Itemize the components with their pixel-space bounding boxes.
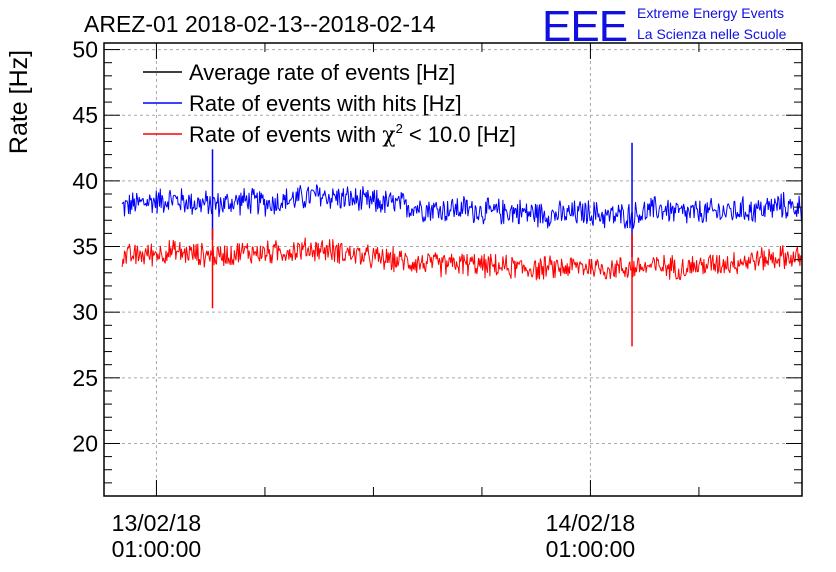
eee-logo-line1: Extreme Energy Events — [637, 5, 784, 21]
legend-label-chi2-tail: < 10.0 [Hz] — [409, 122, 516, 147]
eee-logo: EEE Extreme Energy Events La Scienza nel… — [542, 2, 787, 51]
legend-label-chi2-text: Rate of events with — [189, 122, 376, 147]
y-tick-label: 40 — [72, 168, 98, 194]
legend: Average rate of events [Hz] Rate of even… — [143, 60, 516, 148]
legend-label-chi2-symbol: χ — [382, 123, 395, 148]
legend-label-chi2: Rate of events with χ2 < 10.0 [Hz] — [189, 121, 516, 148]
series-line-1 — [121, 184, 802, 229]
y-tick-label: 20 — [72, 430, 98, 456]
y-tick-label: 30 — [72, 299, 98, 325]
y-tick-label: 35 — [72, 234, 98, 260]
series-layer — [121, 142, 802, 347]
x-tick-label-time: 01:00:00 — [112, 536, 202, 562]
y-axis-label: Rate [Hz] — [5, 50, 33, 154]
plot-frame — [103, 42, 803, 497]
y-tick-labels: 20 25 30 35 40 45 50 — [72, 37, 98, 457]
eee-logo-line2: La Scienza nelle Scuole — [637, 26, 787, 42]
legend-label-hits: Rate of events with hits [Hz] — [189, 91, 462, 116]
chart-title: AREZ-01 2018-02-13--2018-02-14 — [84, 11, 436, 37]
y-tick-label: 50 — [72, 37, 98, 63]
legend-label-chi2-exponent: 2 — [396, 121, 403, 136]
grid-lines — [104, 43, 802, 496]
x-tick-label-date: 13/02/18 — [112, 510, 202, 536]
x-tick-label-date: 14/02/18 — [546, 510, 636, 536]
x-tick-label-time: 01:00:00 — [546, 536, 636, 562]
legend-label-average: Average rate of events [Hz] — [189, 60, 455, 85]
y-tick-label: 25 — [72, 365, 98, 391]
axis-ticks — [104, 43, 802, 497]
y-tick-label: 45 — [72, 102, 98, 128]
series-line-2 — [121, 237, 802, 281]
